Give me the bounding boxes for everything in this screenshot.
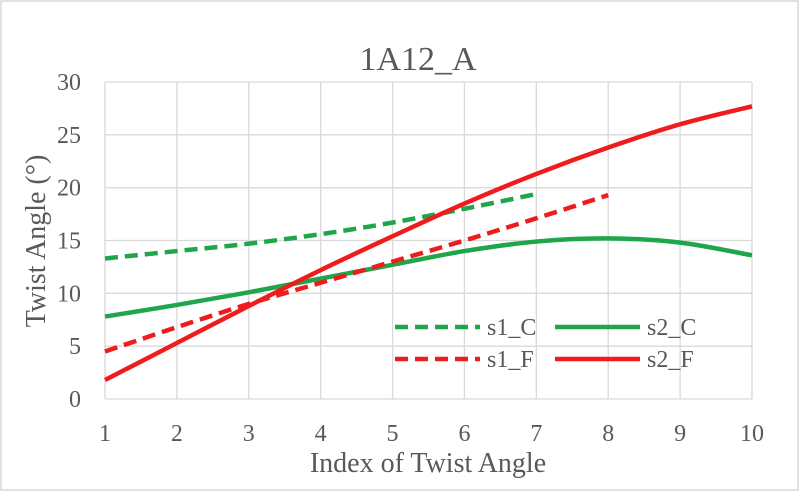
x-tick-label: 7 (530, 421, 542, 447)
y-tick-label: 15 (57, 229, 81, 255)
chart-title: 1A12_A (359, 41, 477, 78)
x-tick-label: 5 (387, 421, 399, 447)
x-tick-label: 8 (602, 421, 614, 447)
y-tick-label: 20 (57, 176, 81, 202)
x-tick-label: 3 (243, 421, 255, 447)
y-tick-label: 25 (57, 123, 81, 149)
x-tick-label: 2 (171, 421, 183, 447)
series-layer (103, 104, 753, 382)
tick-labels: 1 2 3 4 5 6 7 8 9 10 0 5 10 15 20 25 30 (57, 70, 764, 447)
y-axis-title: Twist Angle (°) (21, 155, 52, 328)
y-tick-label: 0 (69, 387, 81, 413)
x-axis-title: Index of Twist Angle (310, 448, 546, 479)
legend-label-s1-f: s1_F (487, 347, 534, 373)
series-line-s2-c (104, 236, 753, 319)
series-line-s1-c (104, 191, 537, 261)
x-tick-label: 6 (458, 421, 470, 447)
x-tick-label: 1 (99, 421, 111, 447)
legend-label-s1-c: s1_C (487, 315, 536, 341)
series-line-s1-f (104, 192, 609, 354)
legend-label-s2-f: s2_F (647, 347, 694, 373)
x-tick-label: 9 (674, 421, 686, 447)
legend: s1_C s2_C s1_F s2_F (395, 315, 696, 373)
legend-label-s2-c: s2_C (647, 315, 696, 341)
series-line-s2-f (103, 104, 753, 382)
y-tick-label: 10 (57, 281, 81, 307)
x-tick-label: 4 (315, 421, 327, 447)
x-tick-label: 10 (740, 421, 764, 447)
y-tick-label: 30 (57, 70, 81, 96)
y-tick-label: 5 (69, 334, 81, 360)
